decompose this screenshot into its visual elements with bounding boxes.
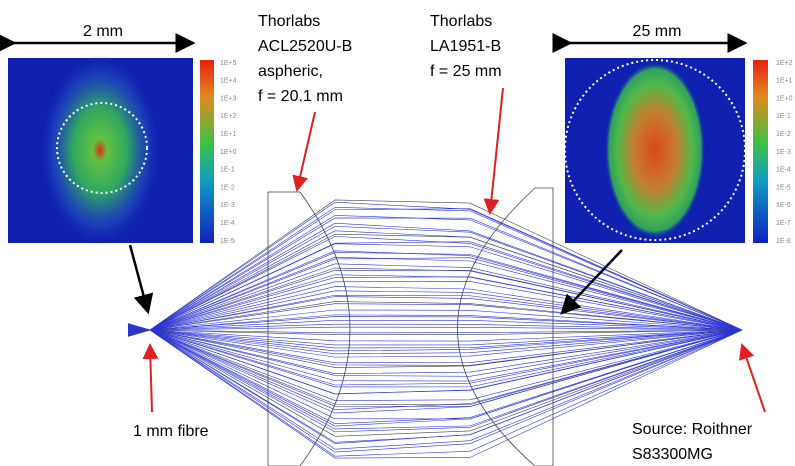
colorbar-label: 1E-4 <box>220 220 235 227</box>
ray <box>128 325 742 429</box>
pointer-arrow <box>742 345 765 412</box>
colorbar <box>753 60 768 243</box>
colorbar-label: 1E-1 <box>776 113 791 120</box>
colorbar-label: 1E-2 <box>776 131 791 138</box>
diagram: 2 mm 25 mm Thorlabs ACL2520U-B aspheric,… <box>0 0 795 466</box>
lens-label: aspheric, <box>258 63 323 80</box>
scale-label: 2 mm <box>83 23 123 40</box>
fibre-label: 1 mm fibre <box>133 423 209 440</box>
colorbar <box>200 60 214 243</box>
colorbar-label: 1E-7 <box>776 220 791 227</box>
fibre-spot <box>40 55 160 245</box>
pointer-arrow <box>130 245 148 312</box>
colorbar-label: 1E+4 <box>220 78 237 85</box>
colorbar-label: 1E+2 <box>776 60 793 67</box>
colorbar-label: 1E+1 <box>220 131 237 138</box>
source-label: S83300MG <box>632 446 713 463</box>
pointer-arrow <box>150 345 152 412</box>
colorbar-label: 1E+3 <box>220 95 237 102</box>
source-label: Source: Roithner <box>632 421 753 438</box>
colorbar-label: 1E-5 <box>776 184 791 191</box>
colorbar-label: 1E-2 <box>220 184 235 191</box>
lens-label: Thorlabs <box>258 13 320 30</box>
lens-label: Thorlabs <box>430 13 492 30</box>
ray <box>128 325 742 437</box>
colorbar-label: 1E+0 <box>776 95 793 102</box>
scale-label: 25 mm <box>633 23 682 40</box>
plano-convex-lens <box>458 188 554 466</box>
source-spot <box>605 62 705 238</box>
colorbar-label: 1E-3 <box>776 149 791 156</box>
colorbar-label: 1E+5 <box>220 60 237 67</box>
lens-label: LA1951-B <box>430 38 501 55</box>
colorbar-label: 1E-6 <box>776 202 791 209</box>
lens-label: f = 25 mm <box>430 63 502 80</box>
lens-label: f = 20.1 mm <box>258 88 343 105</box>
aspheric-lens <box>268 192 350 466</box>
colorbar-label: 1E-4 <box>776 167 791 174</box>
pointer-arrow <box>297 112 315 190</box>
pointer-arrow <box>490 88 503 213</box>
colorbar-label: 1E-3 <box>220 202 235 209</box>
lens-label: ACL2520U-B <box>258 38 352 55</box>
colorbar-label: 1E+1 <box>776 78 793 85</box>
colorbar-label: 1E-8 <box>776 238 791 245</box>
colorbar-label: 1E-1 <box>220 167 235 174</box>
colorbar-label: 1E+0 <box>220 149 237 156</box>
colorbar-label: 1E+2 <box>220 113 237 120</box>
colorbar-label: 1E-5 <box>220 238 235 245</box>
